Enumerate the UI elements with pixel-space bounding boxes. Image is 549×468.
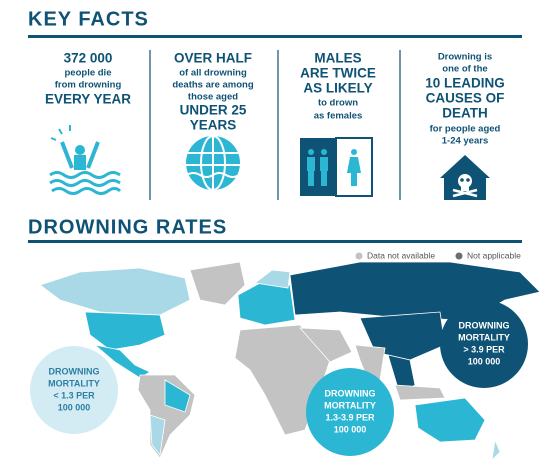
bubble-text: DROWNING — [325, 388, 376, 398]
label-bubble — [440, 300, 528, 388]
house-icon — [440, 155, 490, 200]
fact-text: one of the — [442, 64, 487, 75]
bubble-text: DROWNING — [49, 366, 100, 376]
globe-icon — [186, 135, 240, 191]
section-title: DROWNING RATES — [28, 216, 227, 238]
fact-text: 372 000 — [64, 51, 113, 66]
fact-text: of all drowning — [179, 68, 247, 79]
restroom-icon — [300, 137, 373, 197]
fact-text: AS LIKELY — [303, 81, 372, 96]
legend-swatch — [455, 252, 463, 260]
fact-text: Drowning is — [438, 52, 492, 63]
separators — [149, 50, 401, 200]
legend-label: Data not available — [367, 250, 435, 260]
label-bubble — [306, 368, 394, 456]
fact-text: those aged — [188, 92, 238, 103]
bubble-text: 100 000 — [58, 402, 91, 412]
bubble-text: DROWNING — [459, 320, 510, 330]
bubble-text: MORTALITY — [48, 378, 100, 388]
fact-text: DEATH — [442, 106, 488, 121]
bubble-text: MORTALITY — [324, 400, 376, 410]
fact-text: 10 LEADING — [425, 76, 505, 91]
fact-text: EVERY YEAR — [45, 92, 131, 107]
fact-text: 1-24 years — [442, 136, 488, 147]
fact-text: deaths are among — [172, 80, 253, 91]
bubble-text: < 1.3 PER — [53, 390, 95, 400]
legend-label: Not applicable — [467, 250, 521, 260]
rule — [28, 240, 522, 243]
bubble-text: 100 000 — [468, 356, 501, 366]
legend-swatch — [355, 252, 363, 260]
fact-text: ARE TWICE — [300, 66, 376, 81]
fact-text: YEARS — [190, 118, 237, 133]
drowning-icon — [49, 125, 122, 195]
fact-text: OVER HALF — [174, 51, 252, 66]
fact-text: MALES — [314, 51, 361, 66]
bubble-text: MORTALITY — [458, 332, 510, 342]
fact-text: as females — [314, 111, 363, 122]
fact-text: from drowning — [55, 80, 122, 91]
bubble-text: 1.3-3.9 PER — [325, 412, 375, 422]
bubble-text: 100 000 — [334, 424, 367, 434]
fact-text: for people aged — [430, 124, 501, 135]
fact-text: to drown — [318, 98, 358, 109]
fact-text: CAUSES OF — [426, 91, 505, 106]
fact-text: people die — [65, 68, 112, 79]
bubble-text: > 3.9 PER — [463, 344, 505, 354]
section-title: KEY FACTS — [28, 8, 149, 30]
rule — [28, 35, 522, 38]
label-bubble — [30, 346, 118, 434]
fact-text: UNDER 25 — [180, 103, 247, 118]
